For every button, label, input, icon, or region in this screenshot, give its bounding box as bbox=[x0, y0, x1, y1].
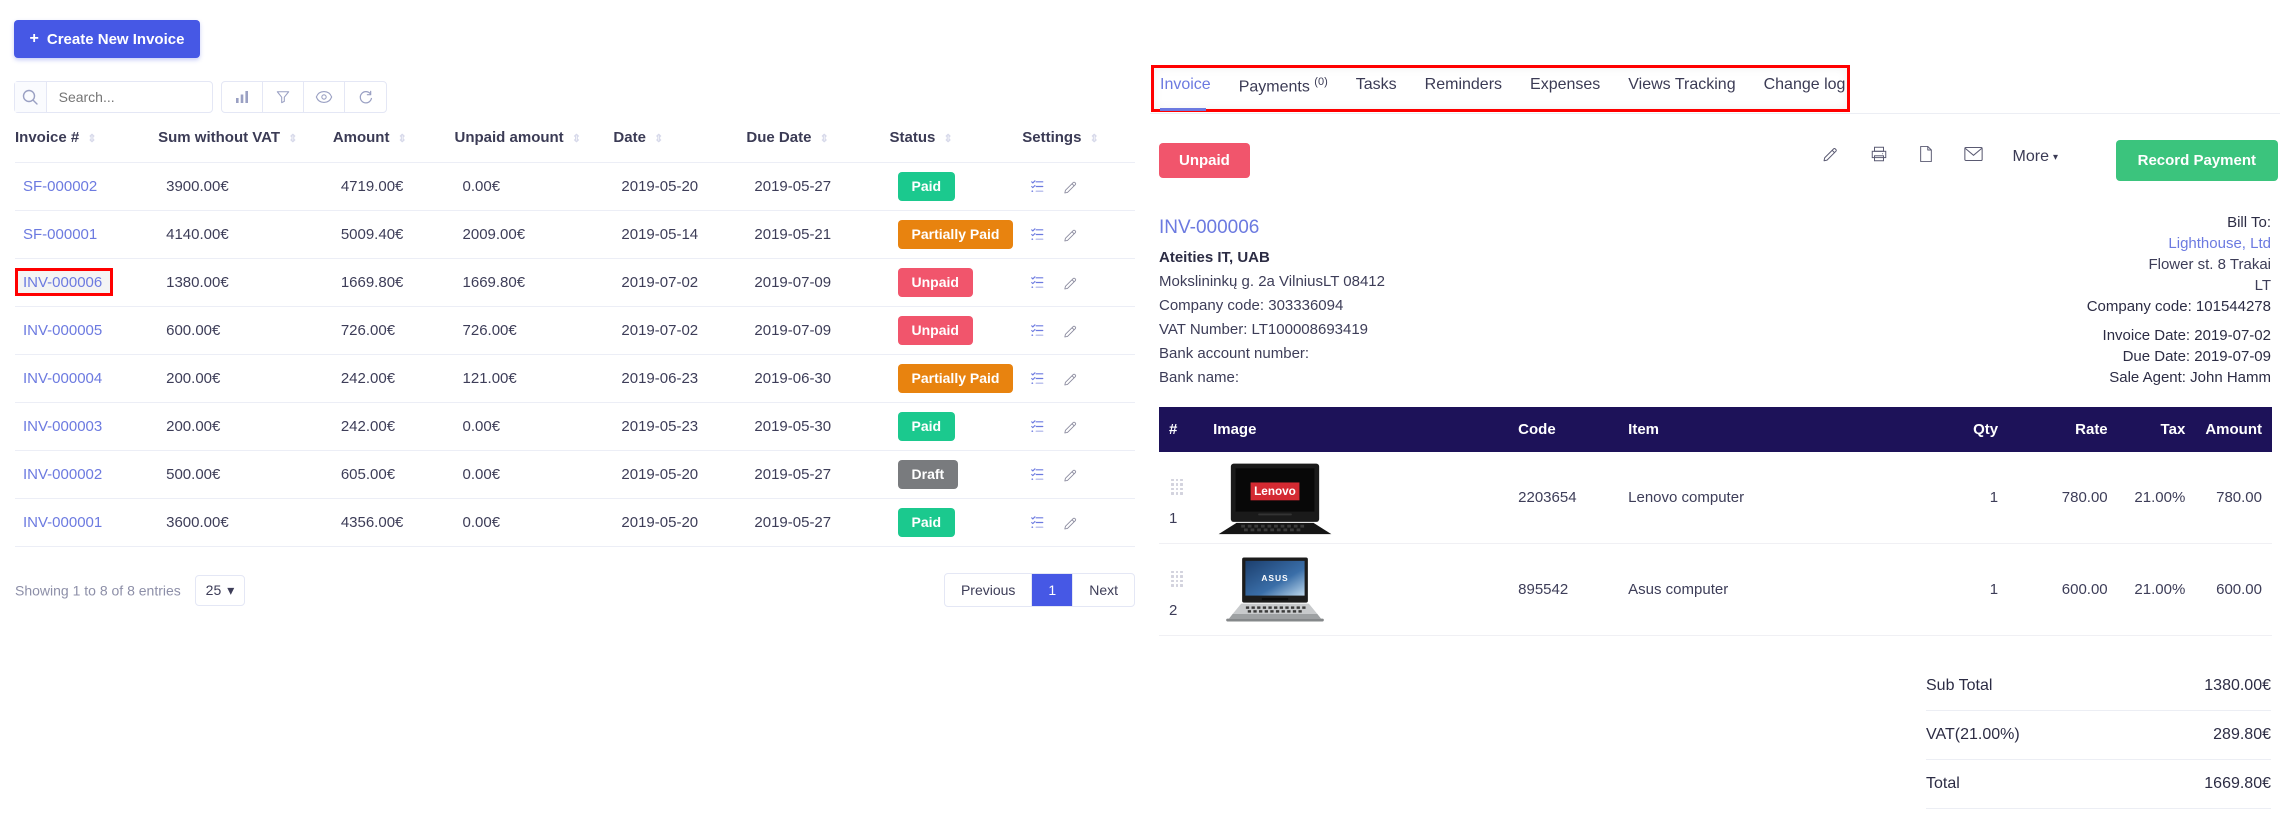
svg-text:Lenovo: Lenovo bbox=[1254, 485, 1296, 498]
svg-text:ASUS: ASUS bbox=[1261, 573, 1288, 583]
